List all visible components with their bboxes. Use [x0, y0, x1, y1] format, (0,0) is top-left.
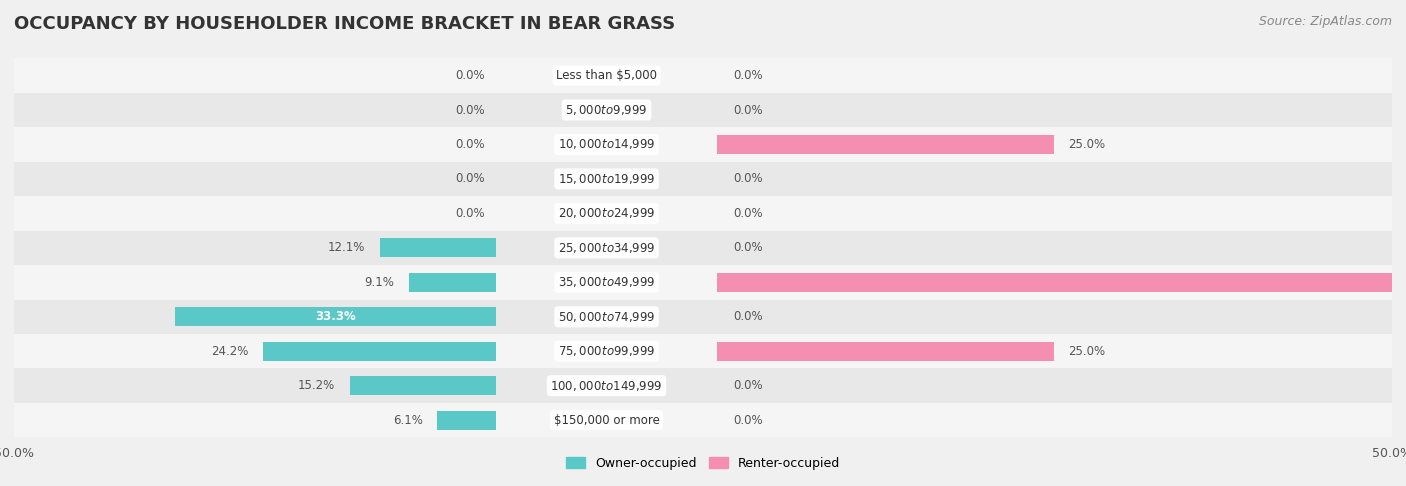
- Bar: [717, 342, 1054, 361]
- Text: OCCUPANCY BY HOUSEHOLDER INCOME BRACKET IN BEAR GRASS: OCCUPANCY BY HOUSEHOLDER INCOME BRACKET …: [14, 15, 675, 33]
- Bar: [717, 273, 1392, 292]
- Bar: [496, 265, 717, 299]
- Bar: [717, 299, 1392, 334]
- Bar: [14, 93, 496, 127]
- Text: $25,000 to $34,999: $25,000 to $34,999: [558, 241, 655, 255]
- Bar: [14, 265, 496, 299]
- Bar: [717, 265, 1392, 299]
- Bar: [176, 307, 496, 326]
- Bar: [496, 196, 717, 231]
- Bar: [496, 231, 717, 265]
- Bar: [717, 368, 1392, 403]
- Bar: [717, 135, 1054, 154]
- Text: $35,000 to $49,999: $35,000 to $49,999: [558, 276, 655, 289]
- Bar: [14, 299, 496, 334]
- Bar: [496, 368, 717, 403]
- Text: $50,000 to $74,999: $50,000 to $74,999: [558, 310, 655, 324]
- Text: $75,000 to $99,999: $75,000 to $99,999: [558, 344, 655, 358]
- Text: $150,000 or more: $150,000 or more: [554, 414, 659, 427]
- Bar: [350, 376, 496, 395]
- Text: 0.0%: 0.0%: [456, 207, 485, 220]
- Bar: [496, 58, 717, 93]
- Bar: [496, 127, 717, 162]
- Bar: [14, 196, 496, 231]
- Bar: [14, 231, 496, 265]
- Text: 9.1%: 9.1%: [364, 276, 394, 289]
- Text: 15.2%: 15.2%: [298, 379, 335, 392]
- Bar: [717, 93, 1392, 127]
- Bar: [717, 334, 1392, 368]
- Bar: [717, 231, 1392, 265]
- Bar: [14, 58, 496, 93]
- Bar: [14, 368, 496, 403]
- Bar: [717, 58, 1392, 93]
- Bar: [14, 334, 496, 368]
- Bar: [14, 162, 496, 196]
- Text: 33.3%: 33.3%: [315, 310, 356, 323]
- Bar: [380, 239, 496, 258]
- Text: 12.1%: 12.1%: [328, 242, 366, 254]
- Text: Source: ZipAtlas.com: Source: ZipAtlas.com: [1258, 15, 1392, 28]
- Text: 0.0%: 0.0%: [733, 242, 762, 254]
- Text: 25.0%: 25.0%: [1069, 345, 1105, 358]
- Text: $10,000 to $14,999: $10,000 to $14,999: [558, 138, 655, 152]
- Text: 0.0%: 0.0%: [733, 207, 762, 220]
- Text: 0.0%: 0.0%: [733, 379, 762, 392]
- Bar: [496, 299, 717, 334]
- Text: 0.0%: 0.0%: [456, 69, 485, 82]
- Bar: [717, 403, 1392, 437]
- Text: 0.0%: 0.0%: [456, 173, 485, 186]
- Bar: [717, 162, 1392, 196]
- Text: 0.0%: 0.0%: [456, 138, 485, 151]
- Text: $5,000 to $9,999: $5,000 to $9,999: [565, 103, 648, 117]
- Bar: [717, 127, 1392, 162]
- Text: Less than $5,000: Less than $5,000: [555, 69, 657, 82]
- Text: $15,000 to $19,999: $15,000 to $19,999: [558, 172, 655, 186]
- Text: 25.0%: 25.0%: [1069, 138, 1105, 151]
- Bar: [409, 273, 496, 292]
- Text: 24.2%: 24.2%: [211, 345, 249, 358]
- Text: $20,000 to $24,999: $20,000 to $24,999: [558, 207, 655, 220]
- Bar: [14, 403, 496, 437]
- Text: 0.0%: 0.0%: [733, 69, 762, 82]
- Bar: [496, 93, 717, 127]
- Bar: [496, 162, 717, 196]
- Bar: [437, 411, 496, 430]
- Text: $100,000 to $149,999: $100,000 to $149,999: [550, 379, 662, 393]
- Text: 0.0%: 0.0%: [733, 310, 762, 323]
- Bar: [717, 196, 1392, 231]
- Text: 6.1%: 6.1%: [394, 414, 423, 427]
- Legend: Owner-occupied, Renter-occupied: Owner-occupied, Renter-occupied: [561, 452, 845, 475]
- Text: 0.0%: 0.0%: [733, 414, 762, 427]
- Text: 0.0%: 0.0%: [456, 104, 485, 117]
- Bar: [496, 334, 717, 368]
- Bar: [14, 127, 496, 162]
- Text: 0.0%: 0.0%: [733, 104, 762, 117]
- Bar: [263, 342, 496, 361]
- Bar: [496, 403, 717, 437]
- Text: 0.0%: 0.0%: [733, 173, 762, 186]
